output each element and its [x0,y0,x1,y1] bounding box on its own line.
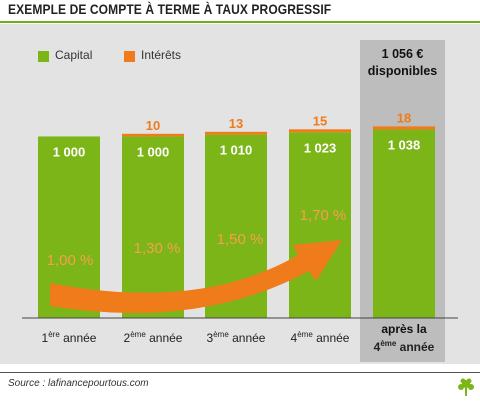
category-label: 3ème année [207,330,266,345]
category-label: 4ème année [374,339,435,354]
interets-bar [205,131,267,135]
interets-value-label: 18 [397,110,411,125]
capital-value-label: 1 000 [53,144,86,159]
legend-capital-label: Capital [55,48,93,62]
capital-value-label: 1 038 [388,138,421,153]
title-divider [0,21,480,23]
capital-value-label: 1 000 [137,144,170,159]
capital-bar [289,132,351,318]
rate-label: 1,70 % [300,207,347,224]
rate-label: 1,50 % [217,231,264,248]
category-label: 1ère année [42,330,97,345]
footer-divider [0,372,480,373]
source-note: Source : lafinancepourtous.com [8,378,149,389]
available-amount: 1 056 € disponibles [360,46,445,80]
category-label: 4ème année [291,330,350,345]
available-amount-caption: disponibles [367,64,438,78]
chart-title: EXEMPLE DE COMPTE À TERME À TAUX PROGRES… [8,1,332,17]
capital-value-label: 1 023 [304,140,337,155]
interets-value-label: 13 [229,116,243,131]
tree-logo-icon [458,378,474,396]
interets-bar [289,129,351,133]
capital-bar [122,136,184,318]
legend-interets-label: Intérêts [141,48,182,62]
category-label: 2ème année [124,330,183,345]
interets-bar [122,133,184,137]
legend-capital-swatch [38,51,49,62]
interets-value-label: 10 [146,118,160,133]
category-label-line1: après la [381,322,427,336]
capital-value-label: 1 010 [220,143,253,158]
rate-label: 1,00 % [47,252,94,269]
interets-value-label: 15 [313,113,327,128]
interets-bar [373,126,435,130]
progression-arrow [50,240,342,313]
capital-bar [373,129,435,318]
rate-label: 1,30 % [134,240,181,257]
legend-interets-swatch [124,51,135,62]
available-amount-value: 1 056 € [381,47,424,61]
